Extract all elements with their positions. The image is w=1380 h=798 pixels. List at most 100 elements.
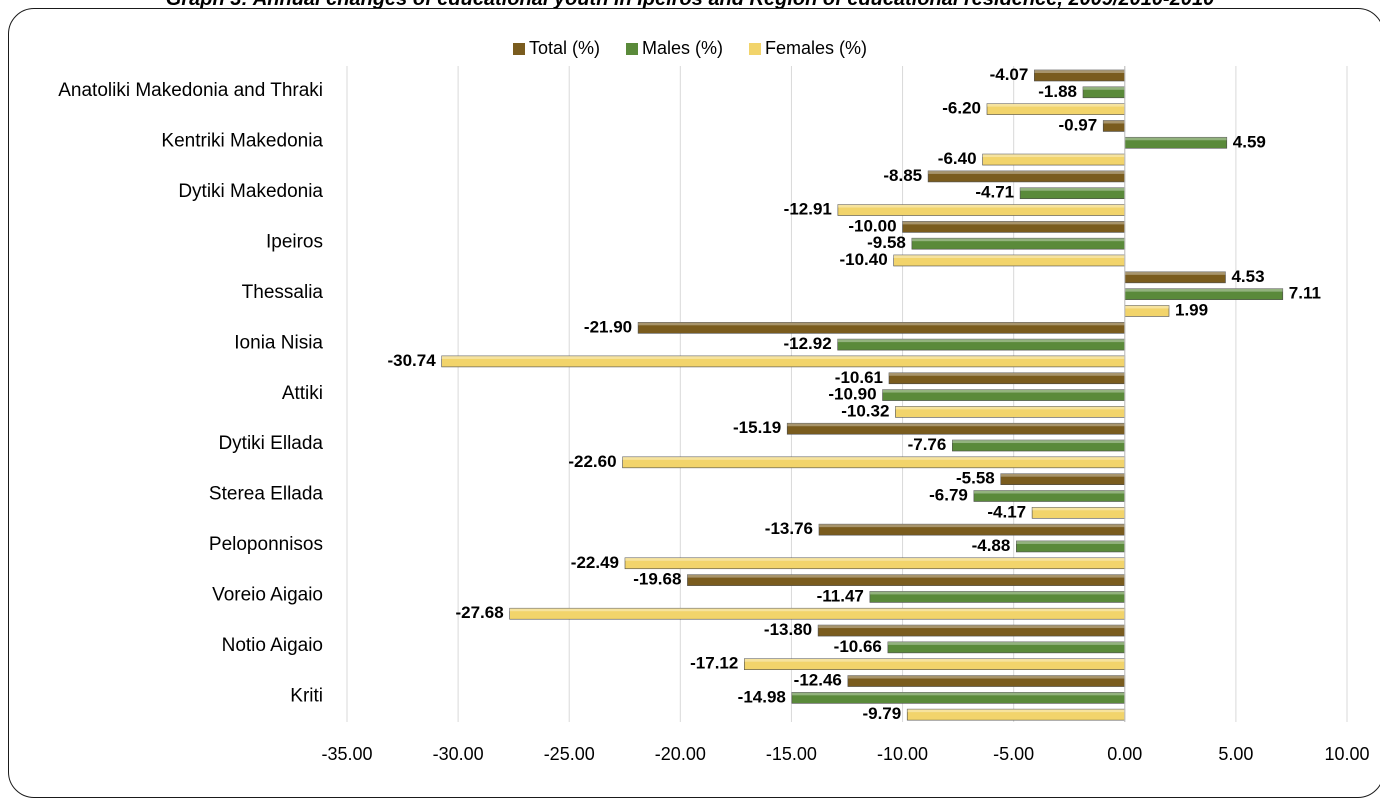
bar-highlight-females-10 (509, 608, 1125, 612)
data-label-females-10: -27.68 (455, 603, 503, 622)
bar-highlight-total-2 (928, 170, 1125, 174)
data-label-males-1: 4.59 (1233, 132, 1266, 151)
data-label-males-11: -10.66 (834, 637, 882, 656)
data-label-total-7: -15.19 (733, 418, 781, 437)
data-label-males-3: -9.58 (867, 233, 906, 252)
bar-highlight-males-7 (952, 440, 1125, 444)
bar-chart: -35.00 -30.00 -25.00 -20.00 -15.00 -10.00 -5.0… (58, 65, 1369, 764)
x-tick-label-9: 10.00 (1324, 744, 1369, 764)
data-label-females-1: -6.40 (938, 149, 977, 168)
data-label-males-4: 7.11 (1289, 284, 1321, 303)
category-label-3: Ipeiros (266, 231, 323, 252)
category-label-7: Dytiki Ellada (218, 433, 323, 454)
data-label-total-1: -0.97 (1058, 115, 1097, 134)
x-tick-label-6: -5.00 (993, 744, 1034, 764)
bar-highlight-males-2 (1020, 187, 1125, 191)
data-label-total-5: -21.90 (584, 317, 632, 336)
legend-item-females: Females (%) (749, 38, 867, 59)
data-label-males-7: -7.76 (908, 435, 947, 454)
data-label-total-12: -12.46 (794, 671, 842, 690)
bar-highlight-males-5 (837, 339, 1125, 343)
legend-label-total: Total (%) (528, 38, 600, 58)
bar-highlight-males-1 (1124, 137, 1227, 141)
x-tick-label-0: -35.00 (321, 744, 372, 764)
category-label-12: Kriti (290, 686, 323, 707)
bar-highlight-males-8 (973, 490, 1125, 494)
bar-highlight-females-12 (907, 709, 1125, 713)
bar-highlight-males-0 (1083, 86, 1125, 90)
bar-highlight-males-9 (1016, 540, 1125, 544)
data-label-total-0: -4.07 (990, 65, 1029, 84)
data-label-females-8: -4.17 (987, 502, 1026, 521)
x-tick-label-8: 5.00 (1218, 744, 1253, 764)
data-label-males-2: -4.71 (975, 183, 1014, 202)
data-label-males-12: -14.98 (738, 687, 786, 706)
category-label-6: Attiki (282, 383, 323, 404)
data-label-females-9: -22.49 (571, 553, 619, 572)
bar-highlight-males-10 (869, 591, 1125, 595)
bar-highlight-females-5 (441, 355, 1125, 359)
bar-highlight-total-1 (1103, 120, 1125, 124)
legend-item-males: Males (%) (625, 38, 723, 59)
bar-highlight-total-0 (1034, 70, 1125, 73)
data-label-females-4: 1.99 (1175, 300, 1208, 319)
bar-highlight-total-9 (819, 524, 1125, 528)
bar-highlight-males-4 (1124, 288, 1283, 292)
data-label-total-10: -19.68 (633, 570, 681, 589)
bar-highlight-females-11 (744, 658, 1125, 662)
bar-highlight-total-6 (889, 372, 1125, 376)
category-label-8: Sterea Ellada (209, 484, 324, 505)
data-label-males-8: -6.79 (929, 485, 968, 504)
bar-highlight-total-8 (1000, 473, 1125, 477)
bar-highlight-males-6 (882, 389, 1125, 393)
bar-highlight-total-5 (638, 322, 1125, 326)
category-label-5: Ionia Nisia (234, 332, 323, 353)
category-label-11: Notio Aigaio (222, 635, 323, 656)
x-tick-label-7: 0.00 (1107, 744, 1142, 764)
data-label-total-3: -10.00 (848, 216, 896, 235)
data-label-females-0: -6.20 (942, 99, 981, 118)
data-label-total-2: -8.85 (883, 166, 922, 185)
data-label-females-2: -12.91 (784, 200, 832, 219)
legend-swatch-total (512, 42, 525, 55)
data-label-males-5: -12.92 (783, 334, 831, 353)
data-label-total-8: -5.58 (956, 469, 995, 488)
category-label-4: Thessalia (242, 282, 324, 303)
bar-highlight-total-11 (818, 625, 1125, 629)
x-tick-label-5: -10.00 (877, 744, 928, 764)
data-label-females-6: -10.32 (841, 401, 889, 420)
data-label-males-10: -11.47 (817, 586, 864, 605)
bar-highlight-females-2 (837, 204, 1125, 208)
category-label-2: Dytiki Makedonia (178, 181, 323, 202)
bar-highlight-females-7 (622, 456, 1125, 460)
bar-highlight-females-1 (982, 154, 1125, 158)
bar-highlight-total-10 (687, 574, 1125, 578)
bar-highlight-total-7 (787, 423, 1125, 427)
bar-highlight-females-4 (1124, 305, 1169, 309)
bar-highlight-females-6 (895, 406, 1125, 410)
legend: Total (%) Males (%) Females (%) (0, 38, 1380, 59)
legend-label-males: Males (%) (641, 38, 723, 58)
x-tick-label-3: -20.00 (655, 744, 706, 764)
x-tick-label-2: -25.00 (544, 744, 595, 764)
data-label-females-5: -30.74 (387, 351, 436, 370)
bar-highlight-females-9 (625, 557, 1125, 561)
data-label-females-11: -17.12 (690, 654, 738, 673)
x-tick-label-1: -30.00 (433, 744, 484, 764)
data-label-total-9: -13.76 (765, 519, 813, 538)
data-label-total-6: -10.61 (835, 368, 883, 387)
bar-highlight-males-3 (911, 238, 1125, 242)
bar-highlight-total-3 (902, 221, 1125, 225)
data-label-males-9: -4.88 (972, 536, 1011, 555)
bar-highlight-females-0 (987, 103, 1125, 107)
legend-swatch-females (749, 42, 761, 55)
chart-title: Graph 3: Annual changes of educational y… (0, 0, 1380, 10)
category-label-9: Peloponnisos (209, 534, 323, 555)
legend-swatch-males (625, 42, 638, 55)
bar-highlight-females-3 (893, 254, 1125, 258)
data-label-total-11: -13.80 (764, 620, 812, 639)
data-label-females-7: -22.60 (568, 452, 616, 471)
legend-label-females: Females (%) (765, 38, 868, 58)
data-label-total-4: 4.53 (1231, 267, 1264, 286)
legend-item-total: Total (%) (512, 38, 600, 59)
